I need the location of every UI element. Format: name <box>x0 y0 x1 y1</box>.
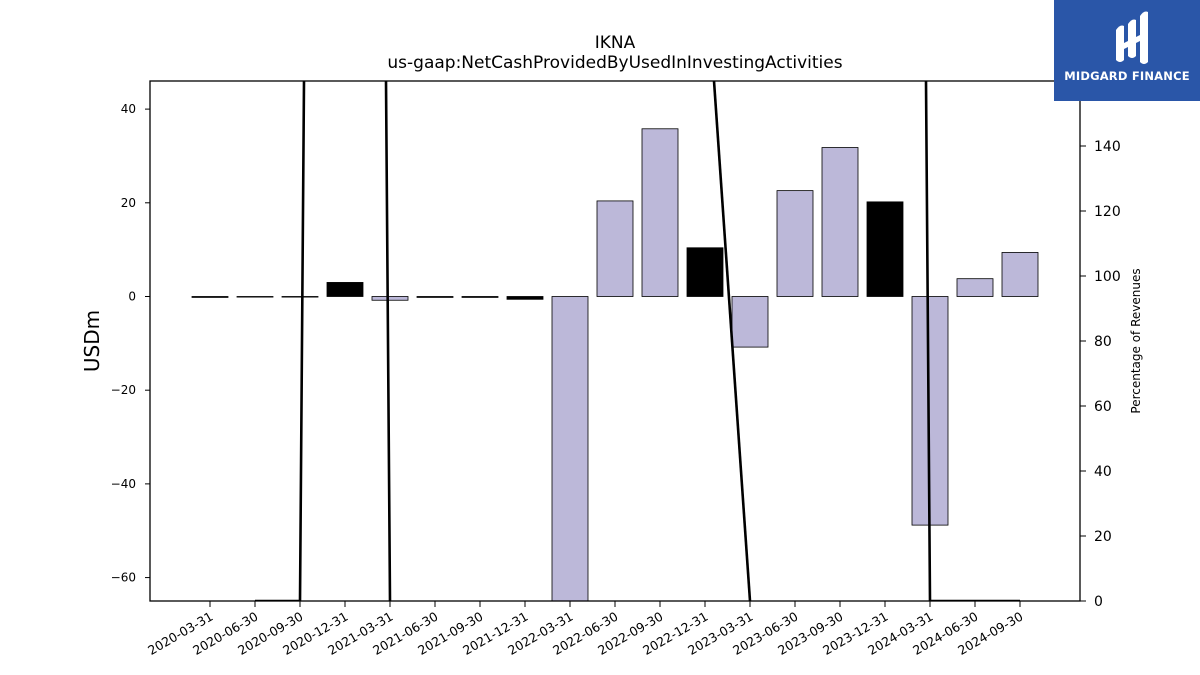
y2-tick-label: 60 <box>1094 399 1112 415</box>
bar-2020-06-30 <box>236 296 274 298</box>
chart-title: IKNA <box>594 33 636 53</box>
y-tick-label: 20 <box>121 196 136 210</box>
bar-2021-03-31 <box>371 296 409 301</box>
y-tick-label: −40 <box>111 477 136 491</box>
percentage-line-segment-1 <box>712 81 752 601</box>
y2-tick-label: 120 <box>1094 204 1121 220</box>
y-tick-label: 0 <box>128 289 136 303</box>
bar-2023-09-30 <box>821 147 859 297</box>
y2-tick-label: 20 <box>1094 529 1112 545</box>
y-tick-label: 40 <box>121 102 136 116</box>
midgard-logo-icon <box>1116 11 1148 64</box>
bar-2022-09-30 <box>641 128 679 297</box>
y2-axis-label: Percentage of Revenues <box>1129 268 1143 413</box>
left-y-axis: −60 −40 −20 0 20 40 <box>111 102 150 585</box>
bar-2022-06-30 <box>596 200 634 297</box>
right-y-axis: 0 20 40 60 80 100 120 140 <box>1080 139 1121 610</box>
percentage-line-segment-0 <box>255 81 392 601</box>
bar-2020-12-31 <box>326 282 364 297</box>
line-group <box>255 81 1020 601</box>
bar-2020-09-30 <box>281 296 319 298</box>
bar-2023-03-31 <box>731 296 769 348</box>
x-axis: 2020-03-312020-06-302020-09-302020-12-31… <box>145 601 1026 658</box>
bar-2024-09-30 <box>1001 252 1039 297</box>
bar-2022-03-31 <box>551 296 589 601</box>
y2-tick-label: 40 <box>1094 464 1112 480</box>
bar-2022-12-31 <box>686 247 724 297</box>
bar-2023-12-31 <box>866 201 904 297</box>
bar-2021-12-31 <box>506 296 544 300</box>
percentage-line-segment-2 <box>924 81 1020 601</box>
bar-2021-06-30 <box>416 296 454 298</box>
bar-2023-06-30 <box>776 190 814 297</box>
bar-2021-09-30 <box>461 296 499 298</box>
y2-tick-label: 100 <box>1094 269 1121 285</box>
y-axis-label: USDm <box>80 310 104 372</box>
y2-tick-label: 80 <box>1094 334 1112 350</box>
bar-2024-06-30 <box>956 278 994 297</box>
y2-tick-label: 0 <box>1094 594 1103 610</box>
brand-logo: MIDGARD FINANCE <box>1054 0 1200 101</box>
y-tick-label: −20 <box>111 383 136 397</box>
y-tick-label: −60 <box>111 571 136 585</box>
bars-group <box>191 128 1039 601</box>
bar-2020-03-31 <box>191 296 229 298</box>
brand-name: MIDGARD FINANCE <box>1064 69 1190 83</box>
y2-tick-label: 140 <box>1094 139 1121 155</box>
chart-subtitle: us-gaap:NetCashProvidedByUsedInInvesting… <box>387 53 843 73</box>
